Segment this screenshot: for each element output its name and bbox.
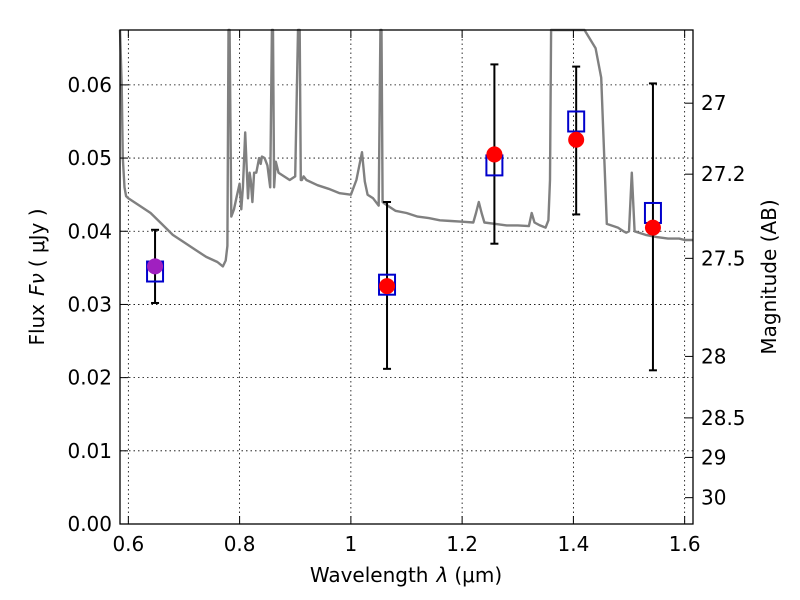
y2-tick-label: 29 <box>701 445 726 469</box>
model-square-marker <box>567 110 586 133</box>
x-axis-title: Wavelength λ (μm) <box>310 563 502 587</box>
x-tick-label: 1.6 <box>669 532 701 556</box>
observed-circle-marker <box>568 131 585 148</box>
y2-tick-label: 27.2 <box>701 162 746 186</box>
observed-circle-marker <box>486 146 503 163</box>
y-tick-label: 0.04 <box>67 219 112 243</box>
observed-circle-marker <box>147 258 164 275</box>
observed-flux-markers <box>147 131 661 295</box>
grid-lines <box>120 30 693 525</box>
y2-axis-title: Magnitude (AB) <box>757 199 781 354</box>
y2-tick-label: 30 <box>701 486 726 510</box>
y2-tick-label: 28 <box>701 344 726 368</box>
model-square-marker <box>378 273 397 296</box>
y-tick-label: 0.05 <box>67 146 112 170</box>
x-tick-label: 0.8 <box>224 532 256 556</box>
y-tick-label: 0.01 <box>67 439 112 463</box>
x-tick-label: 0.6 <box>112 532 144 556</box>
spectrum-line <box>118 28 693 268</box>
y2-tick-label: 27 <box>701 91 726 115</box>
observed-circle-marker <box>644 219 661 236</box>
x-tick-label: 1 <box>345 532 358 556</box>
x-tick-label: 1.2 <box>446 532 478 556</box>
y2-tick-label: 28.5 <box>701 406 746 430</box>
x-tick-label: 1.4 <box>557 532 589 556</box>
y-tick-label: 0.00 <box>67 512 112 536</box>
y2-tick-label: 27.5 <box>701 246 746 270</box>
observed-circle-marker <box>379 278 396 295</box>
y-tick-label: 0.03 <box>67 292 112 316</box>
template-spectrum <box>118 28 693 268</box>
y-tick-label: 0.06 <box>67 73 112 97</box>
y-tick-label: 0.02 <box>67 366 112 390</box>
y-axis-title: FluxFν( μJy ) <box>25 208 49 345</box>
axis-ticks: 0.6 0.8 1 1.2 1.4 1.6 0.00 0.01 0.02 0.03 0.04 0.05… <box>67 30 746 556</box>
plot-frame <box>119 29 694 525</box>
